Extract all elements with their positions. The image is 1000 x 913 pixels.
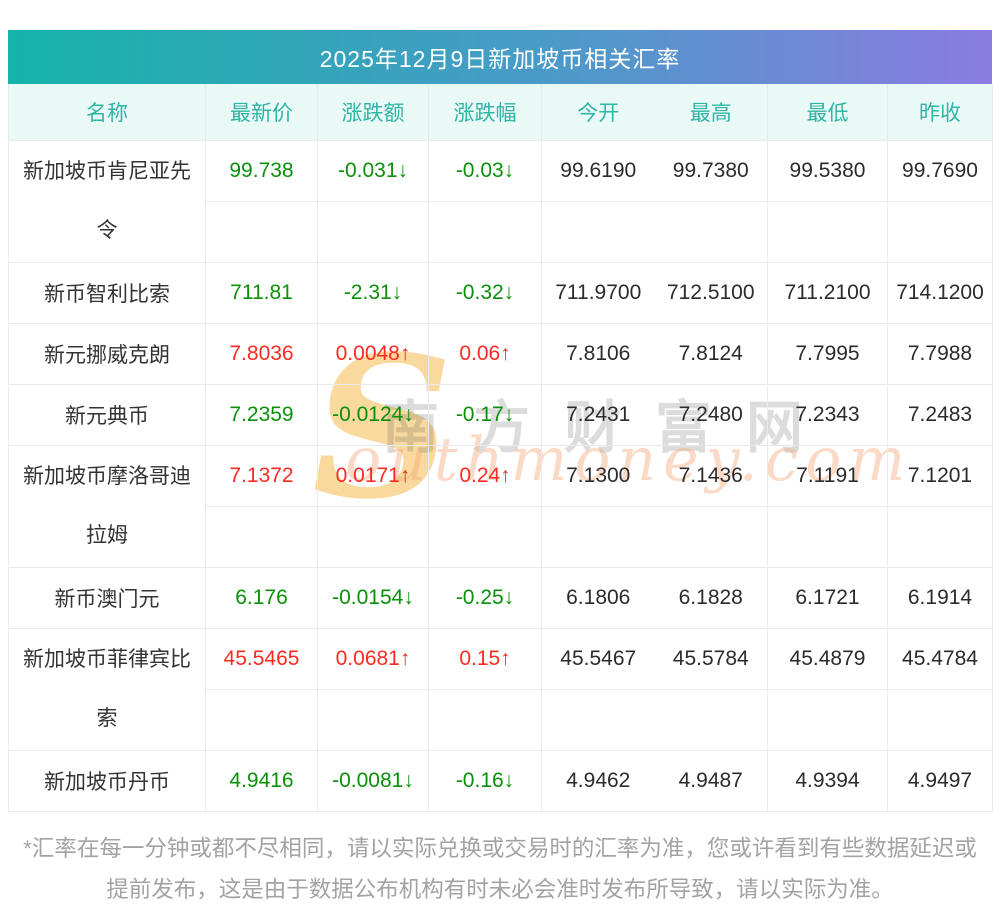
latest-price: 45.5465	[223, 646, 300, 670]
col-header-name: 名称	[8, 84, 206, 141]
col-header-high: 最高	[654, 84, 768, 141]
currency-pair-name: 新加坡币肯尼亚先令	[23, 160, 191, 242]
col-header-low: 最低	[767, 84, 888, 141]
low-price: 6.1721	[795, 585, 860, 609]
currency-pair-name: 新币澳门元	[54, 587, 160, 611]
low-price: 4.9394	[795, 768, 860, 792]
col-header-prev-close: 昨收	[887, 84, 993, 141]
latest-price: 7.8036	[229, 341, 294, 365]
table-row-filler	[9, 200, 993, 263]
latest-price: 7.2359	[229, 402, 294, 426]
latest-price: 7.1372	[229, 463, 294, 487]
table-row: 新加坡币丹币 4.9416 -0.0081↓ -0.16↓ 4.9462 4.9…	[8, 749, 993, 812]
table-row: 新加坡币菲律宾比索 45.5465 0.0681↑ 0.15↑ 45.5467 …	[8, 627, 993, 751]
change-percent: -0.03↓	[455, 158, 515, 182]
open-price: 7.8106	[566, 341, 631, 365]
low-price: 45.4879	[789, 646, 866, 670]
table-row: 新币澳门元 6.176 -0.0154↓ -0.25↓ 6.1806 6.182…	[8, 566, 993, 629]
prev-close-price: 4.9497	[907, 768, 973, 792]
prev-close-price: 7.2483	[907, 402, 973, 426]
low-price: 7.2343	[795, 402, 860, 426]
change-amount: -0.031↓	[337, 158, 409, 182]
table-row: 新元挪威克朗 7.8036 0.0048↑ 0.06↑ 7.8106 7.812…	[8, 322, 993, 385]
high-price: 7.2480	[678, 402, 743, 426]
change-amount: 0.0171↑	[335, 463, 411, 487]
table-row: 新加坡币肯尼亚先令 99.738 -0.031↓ -0.03↓ 99.6190 …	[8, 139, 993, 263]
open-price: 4.9462	[566, 768, 631, 792]
open-price: 45.5467	[560, 646, 637, 670]
currency-pair-name: 新元典币	[65, 404, 149, 428]
change-amount: -2.31↓	[343, 280, 403, 304]
change-amount: 0.0681↑	[335, 646, 411, 670]
table-row-filler	[9, 688, 993, 751]
change-percent: -0.16↓	[455, 768, 515, 792]
latest-price: 4.9416	[229, 768, 294, 792]
low-price: 711.2100	[784, 280, 871, 304]
open-price: 7.1300	[566, 463, 631, 487]
change-amount: -0.0081↓	[332, 768, 414, 792]
high-price: 45.5784	[672, 646, 749, 670]
high-price: 4.9487	[678, 768, 743, 792]
open-price: 99.6190	[560, 158, 637, 182]
table-row: 新元典币 7.2359 -0.0124↓ -0.17↓ 7.2431 7.248…	[8, 383, 993, 446]
high-price: 7.1436	[678, 463, 743, 487]
low-price: 99.5380	[789, 158, 866, 182]
low-price: 7.7995	[795, 341, 860, 365]
page-title: 2025年12月9日新加坡币相关汇率	[8, 30, 992, 84]
prev-close-price: 6.1914	[907, 585, 973, 609]
low-price: 7.1191	[796, 463, 859, 487]
prev-close-price: 714.1200	[896, 280, 984, 304]
prev-close-price: 45.4784	[902, 646, 978, 670]
currency-pair-name: 新加坡币丹币	[44, 770, 170, 794]
change-percent: 0.24↑	[459, 463, 511, 487]
table-row: 新加坡币摩洛哥迪拉姆 7.1372 0.0171↑ 0.24↑ 7.1300 7…	[8, 444, 993, 568]
table-row-filler	[9, 505, 993, 568]
change-amount: -0.0154↓	[332, 585, 414, 609]
change-amount: -0.0124↓	[332, 402, 414, 426]
high-price: 99.7380	[672, 158, 749, 182]
change-percent: -0.25↓	[455, 585, 515, 609]
currency-pair-name: 新元挪威克朗	[44, 343, 170, 367]
prev-close-price: 7.1201	[907, 463, 973, 487]
open-price: 7.2431	[566, 402, 631, 426]
latest-price: 99.738	[229, 158, 294, 182]
latest-price: 711.81	[230, 280, 293, 304]
prev-close-price: 7.7988	[907, 341, 973, 365]
col-header-open: 今开	[541, 84, 655, 141]
high-price: 7.8124	[678, 341, 743, 365]
currency-pair-name: 新加坡币摩洛哥迪拉姆	[23, 465, 191, 547]
latest-price: 6.176	[235, 585, 288, 609]
change-percent: 0.06↑	[459, 341, 511, 365]
change-percent: -0.17↓	[455, 402, 515, 426]
open-price: 6.1806	[566, 585, 631, 609]
currency-pair-name: 新币智利比索	[44, 282, 170, 306]
currency-pair-name: 新加坡币菲律宾比索	[23, 648, 191, 730]
disclaimer-text: *汇率在每一分钟或都不尽相同，请以实际兑换或交易时的汇率为准，您或许看到有些数据…	[23, 836, 977, 902]
col-header-pct: 涨跌幅	[428, 84, 542, 141]
exchange-rate-table: 名称 最新价 涨跌额 涨跌幅 今开 最高 最低 昨收 新加坡币肯尼亚先令 99.…	[8, 84, 993, 812]
table-header-row: 名称 最新价 涨跌额 涨跌幅 今开 最高 最低 昨收	[8, 84, 993, 141]
change-percent: 0.15↑	[459, 646, 511, 670]
high-price: 712.5100	[666, 280, 755, 304]
high-price: 6.1828	[678, 585, 743, 609]
table-row: 新币智利比索 711.81 -2.31↓ -0.32↓ 711.9700 712…	[8, 261, 993, 324]
col-header-change: 涨跌额	[317, 84, 429, 141]
col-header-latest: 最新价	[205, 84, 318, 141]
prev-close-price: 99.7690	[902, 158, 978, 182]
change-percent: -0.32↓	[455, 280, 515, 304]
change-amount: 0.0048↑	[335, 341, 411, 365]
open-price: 711.9700	[555, 280, 642, 304]
